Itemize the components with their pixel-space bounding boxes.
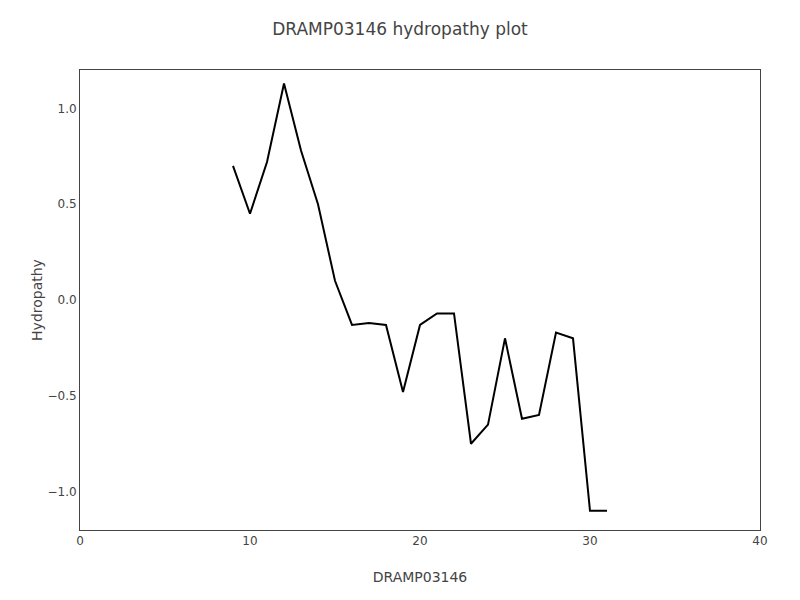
svg-text:0.0: 0.0 [58, 293, 77, 307]
svg-text:20: 20 [412, 534, 427, 548]
svg-text:−0.5: −0.5 [47, 389, 76, 403]
svg-text:10: 10 [242, 534, 257, 548]
svg-text:1.0: 1.0 [58, 102, 77, 116]
svg-text:0.5: 0.5 [58, 197, 77, 211]
svg-text:DRAMP03146 hydropathy plot: DRAMP03146 hydropathy plot [272, 19, 528, 39]
svg-text:−1.0: −1.0 [47, 485, 76, 499]
svg-text:Hydropathy: Hydropathy [29, 259, 45, 341]
svg-text:40: 40 [752, 534, 767, 548]
svg-text:0: 0 [76, 534, 84, 548]
svg-text:DRAMP03146: DRAMP03146 [373, 569, 468, 585]
svg-text:30: 30 [582, 534, 597, 548]
